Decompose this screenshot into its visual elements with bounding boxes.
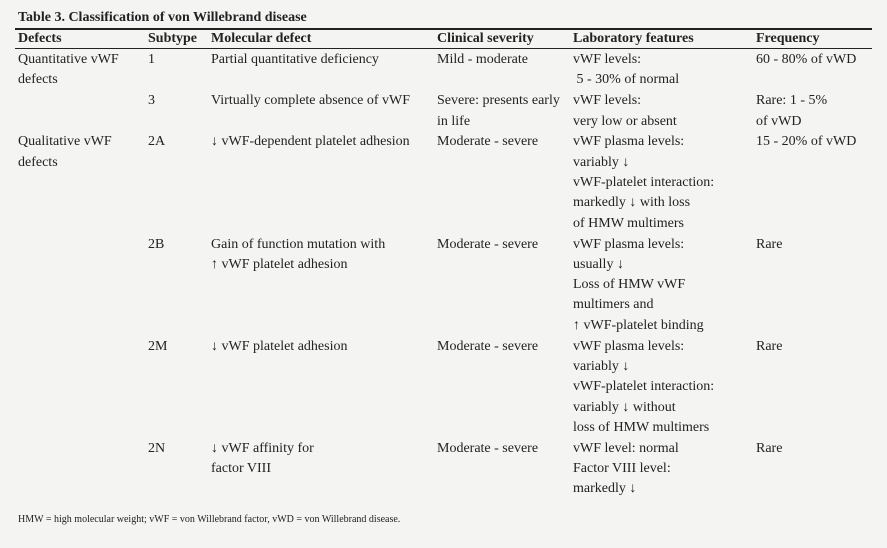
cell-text: ↑ vWF platelet adhesion [211,256,348,272]
cell-text: ↑ vWF-platelet binding [573,317,704,333]
cell-text: defects [18,72,58,88]
column-header: Defects [18,31,62,46]
cell-text: 2N [148,440,166,456]
cell-text: ↓ vWF-dependent platelet adhesion [211,134,410,150]
cell-text: Rare [756,440,783,456]
cell-text: Moderate - severe [437,440,539,456]
cell-text: markedly ↓ [573,481,637,497]
cell-text: ↓ vWF affinity for [211,440,314,456]
cell-text: Gain of function mutation with [211,236,386,252]
cell-text: vWF plasma levels: [573,338,685,354]
cell-text: 2A [148,134,166,150]
rule [15,28,872,30]
footnote: HMW = high molecular weight; vWF = von W… [18,514,401,525]
cell-text: very low or absent [573,113,677,129]
cell-text: Loss of HMW vWF [573,277,686,293]
cell-text: Quantitative vWF [18,52,119,67]
cell-text: variably ↓ without [573,399,676,415]
cell-text: vWF-platelet interaction: [573,175,715,190]
table-title: Table 3. Classification of von Willebran… [18,10,307,25]
cell-text: Mild - moderate [437,52,528,67]
cell-text: Severe: presents early [437,93,560,109]
cell-text: 60 - 80% of vWD [756,52,857,67]
cell-text: of vWD [756,113,802,129]
cell-text: defects [18,154,58,170]
column-header: Subtype [148,31,198,46]
cell-text: 2B [148,236,165,252]
cell-text: vWF levels: [573,93,642,109]
cell-text: Moderate - severe [437,134,539,150]
column-header: Laboratory features [573,31,694,46]
cell-text: Moderate - severe [437,236,539,252]
column-header: Frequency [756,31,820,46]
cell-text: Partial quantitative deficiency [211,52,379,67]
cell-text: 3 [148,93,155,109]
cell-text: Factor VIII level: [573,461,671,476]
cell-text: vWF-platelet interaction: [573,379,715,395]
cell-text: Moderate - severe [437,338,539,354]
cell-text: of HMW multimers [573,215,684,231]
cell-text: ↓ vWF platelet adhesion [211,338,348,354]
cell-text: vWF level: normal [573,440,679,456]
cell-text: loss of HMW multimers [573,419,710,435]
cell-text: Rare [756,236,783,252]
column-header: Molecular defect [211,31,312,46]
cell-text: Rare [756,338,783,354]
rule [15,48,872,49]
cell-text: 1 [148,52,155,67]
cell-text: markedly ↓ with loss [573,195,691,211]
cell-text: Rare: 1 - 5% [756,93,828,109]
cell-text: 15 - 20% of vWD [756,134,857,150]
column-header: Clinical severity [437,31,534,46]
cell-text: variably ↓ [573,154,630,170]
cell-text: vWF levels: [573,52,642,67]
cell-text: 5 - 30% of normal [573,72,680,88]
cell-text: factor VIII [211,461,271,476]
cell-text: usually ↓ [573,256,624,272]
cell-text: Virtually complete absence of vWF [211,93,410,109]
cell-text: in life [437,113,471,129]
cell-text: 2M [148,338,168,354]
cell-text: Qualitative vWF [18,134,112,150]
cell-text: vWF plasma levels: [573,134,685,150]
cell-text: variably ↓ [573,358,630,374]
cell-text: vWF plasma levels: [573,236,685,252]
cell-text: multimers and [573,297,654,313]
